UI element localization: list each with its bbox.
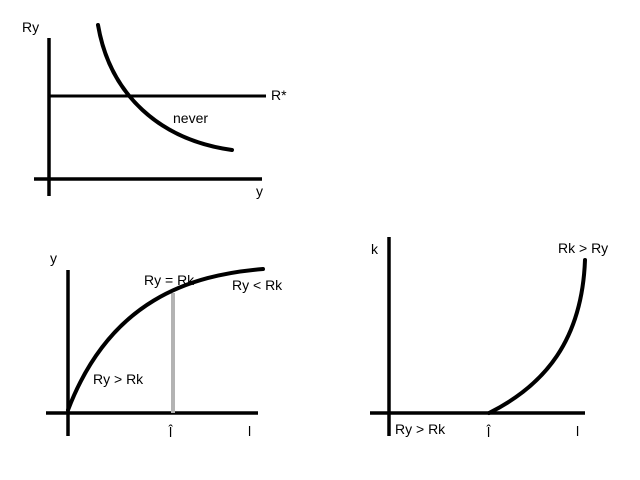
left-x-axis-label: l <box>248 423 251 439</box>
top-decreasing-curve <box>96 23 234 152</box>
rk-greater-ry-label: Rk > Ry <box>558 240 608 256</box>
ry-greater-rk-label: Ry > Rk <box>93 371 144 387</box>
right-panel: k l l̂ Ry > Rk Rk > Ry <box>370 237 608 440</box>
left-l-hat-label: l̂ <box>168 423 174 440</box>
left-panel: y l l̂ Ry = Rk Ry > Rk Ry < Rk <box>46 250 283 440</box>
right-convex-curve <box>487 258 587 415</box>
right-ry-greater-rk-label: Ry > Rk <box>395 421 446 437</box>
ry-less-rk-label: Ry < Rk <box>232 277 283 293</box>
left-y-axis-label: y <box>50 250 57 266</box>
left-concave-curve <box>66 267 265 412</box>
right-x-axis-label: l <box>576 423 579 439</box>
right-l-hat-label: l̂ <box>486 423 492 440</box>
right-y-axis-label: k <box>371 241 379 257</box>
ry-equals-rk-label: Ry = Rk <box>144 272 195 288</box>
never-label: never <box>173 110 208 126</box>
r-star-label: R* <box>271 87 287 103</box>
top-x-axis-label: y <box>256 183 263 199</box>
top-y-axis-label: Ry <box>22 19 39 35</box>
top-panel: Ry y R* never <box>22 19 287 199</box>
